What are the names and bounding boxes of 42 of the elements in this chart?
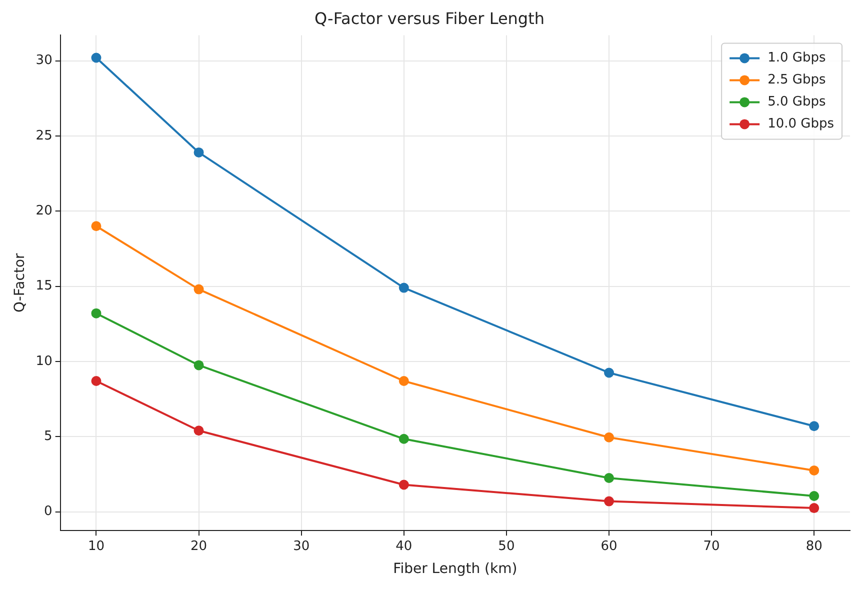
point [604, 432, 614, 442]
point [194, 360, 204, 370]
point [398, 434, 409, 444]
x-tick-label: 30 [293, 538, 310, 554]
y-axis-title: Q-Factor [12, 253, 28, 313]
legend-label: 2.5 Gbps [768, 72, 826, 88]
point [91, 221, 102, 232]
point [91, 52, 102, 63]
x-tick-label: 40 [396, 538, 412, 554]
x-tick-label: 70 [703, 538, 720, 554]
x-tick-label: 80 [806, 538, 822, 554]
point [91, 308, 102, 318]
y-tick-label: 20 [36, 203, 52, 218]
y-tick-label: 10 [36, 354, 52, 369]
x-tick-label: 10 [88, 538, 105, 554]
legend-label: 5.0 Gbps [768, 94, 826, 110]
point [809, 465, 820, 476]
point [398, 480, 409, 490]
x-tick-label: 60 [600, 538, 618, 554]
point [809, 421, 820, 432]
point [809, 503, 820, 514]
chart-title: Q-Factor versus Fiber Length [314, 8, 544, 28]
y-tick-label: 25 [36, 128, 52, 144]
point [194, 426, 204, 436]
point [194, 284, 204, 294]
point [604, 368, 614, 378]
y-tick-label: 15 [36, 278, 52, 294]
point [809, 491, 820, 502]
point [398, 376, 409, 386]
x-axis-title: Fiber Length (km) [393, 561, 518, 578]
y-tick-label: 5 [44, 429, 52, 444]
legend-label: 1.0 Gbps [768, 50, 826, 66]
point [398, 282, 409, 293]
point [91, 376, 102, 386]
point [604, 496, 614, 506]
x-tick-label: 50 [498, 538, 515, 554]
y-tick-label: 30 [36, 53, 52, 68]
y-tick-label: 0 [44, 504, 52, 520]
legend-label: 10.0 Gbps [768, 116, 834, 132]
point [604, 472, 614, 483]
x-tick-label: 20 [190, 538, 208, 554]
point [194, 147, 204, 158]
